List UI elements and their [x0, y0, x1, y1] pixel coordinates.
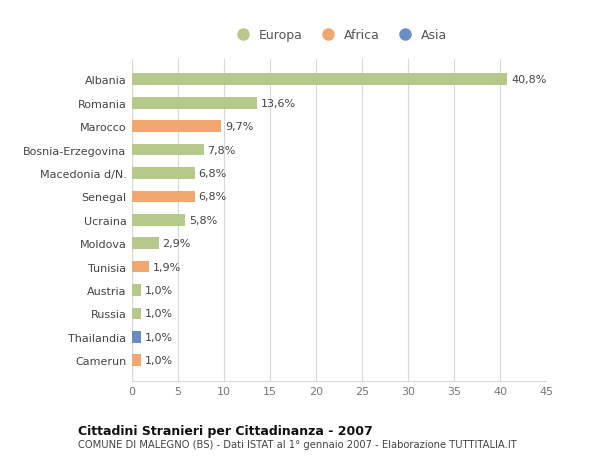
Text: 1,0%: 1,0%	[145, 309, 173, 319]
Bar	[132, 168, 194, 179]
Text: 40,8%: 40,8%	[511, 75, 547, 85]
Bar	[132, 214, 185, 226]
Bar	[132, 121, 221, 133]
Text: 13,6%: 13,6%	[261, 99, 296, 108]
Bar	[132, 238, 158, 250]
Text: 1,9%: 1,9%	[153, 262, 181, 272]
Text: 7,8%: 7,8%	[208, 145, 236, 155]
Text: 6,8%: 6,8%	[198, 168, 226, 179]
Bar	[132, 261, 149, 273]
Text: 5,8%: 5,8%	[189, 215, 217, 225]
Text: 6,8%: 6,8%	[198, 192, 226, 202]
Text: 1,0%: 1,0%	[145, 332, 173, 342]
Text: 9,7%: 9,7%	[225, 122, 253, 132]
Bar	[132, 308, 141, 319]
Text: Cittadini Stranieri per Cittadinanza - 2007: Cittadini Stranieri per Cittadinanza - 2…	[78, 424, 373, 437]
Bar	[132, 331, 141, 343]
Bar	[132, 145, 204, 156]
Bar	[132, 285, 141, 296]
Legend: Europa, Africa, Asia: Europa, Africa, Asia	[226, 24, 452, 47]
Text: 1,0%: 1,0%	[145, 356, 173, 365]
Text: COMUNE DI MALEGNO (BS) - Dati ISTAT al 1° gennaio 2007 - Elaborazione TUTTITALIA: COMUNE DI MALEGNO (BS) - Dati ISTAT al 1…	[78, 440, 517, 449]
Text: 2,9%: 2,9%	[163, 239, 191, 249]
Bar	[132, 355, 141, 366]
Bar	[132, 98, 257, 109]
Bar	[132, 74, 508, 86]
Bar	[132, 191, 194, 203]
Text: 1,0%: 1,0%	[145, 285, 173, 296]
